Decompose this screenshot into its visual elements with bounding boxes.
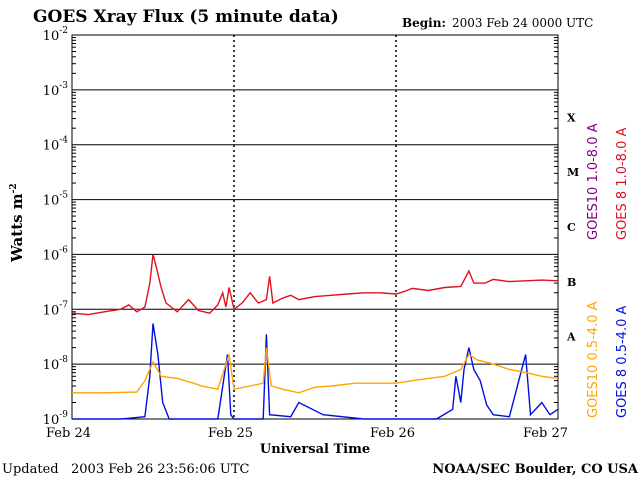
flare-class-label: A <box>566 331 576 344</box>
series-line <box>72 347 559 394</box>
legend: GOES10 1.0-8.0 A GOES 8 1.0-8.0 A GOES10 0… <box>586 123 630 418</box>
x-tick-label: Feb 25 <box>208 426 253 441</box>
y-tick-label: 10-2 <box>43 26 68 44</box>
plot-frame <box>71 34 559 420</box>
updated-label: Updated <box>2 462 59 477</box>
series-line <box>71 254 559 316</box>
legend-entry: GOES10 0.5-4.0 A <box>586 301 601 418</box>
y-tick-label: 10-4 <box>43 136 69 154</box>
y-tick-labels: 10-2 10-3 10-4 10-5 10-6 10-7 10-8 10-9 <box>43 26 69 428</box>
y-tick-label: 10-7 <box>43 300 69 318</box>
y-tick-label: 10-5 <box>43 191 69 209</box>
y-tick-label: 10-8 <box>43 355 69 373</box>
x-tick-label: Feb 24 <box>46 426 91 441</box>
series-lines <box>71 254 559 420</box>
x-tick-labels: Feb 24 Feb 25 Feb 26 Feb 27 <box>46 426 568 441</box>
legend-entry: GOES 8 1.0-8.0 A <box>615 128 630 240</box>
legend-entry: GOES 8 0.5-4.0 A <box>615 306 630 418</box>
series-line <box>72 323 559 420</box>
chart-title: GOES Xray Flux (5 minute data) <box>33 7 339 27</box>
flare-class-label: X <box>567 111 576 124</box>
begin-label: Begin: <box>402 16 446 30</box>
begin-value: 2003 Feb 24 0000 UTC <box>452 16 593 30</box>
legend-entry: GOES10 1.0-8.0 A <box>586 123 601 240</box>
y-tick-label: 10-3 <box>43 81 69 99</box>
credit-text: NOAA/SEC Boulder, CO USA <box>432 462 639 477</box>
flare-class-label: M <box>567 166 579 179</box>
x-tick-label: Feb 26 <box>370 426 415 441</box>
y-axis-label: Watts m-2 <box>8 183 26 263</box>
flare-class-label: B <box>567 276 576 289</box>
x-tick-label: Feb 27 <box>523 426 568 441</box>
updated-value: 2003 Feb 26 23:56:06 UTC <box>71 462 249 477</box>
gridlines <box>72 35 558 419</box>
flare-class-label: C <box>567 221 576 234</box>
flare-class-labels: X M C B A <box>566 111 579 343</box>
x-axis-label: Universal Time <box>260 442 370 457</box>
y-tick-label: 10-6 <box>43 245 69 263</box>
y-tick-label: 10-9 <box>43 410 69 428</box>
